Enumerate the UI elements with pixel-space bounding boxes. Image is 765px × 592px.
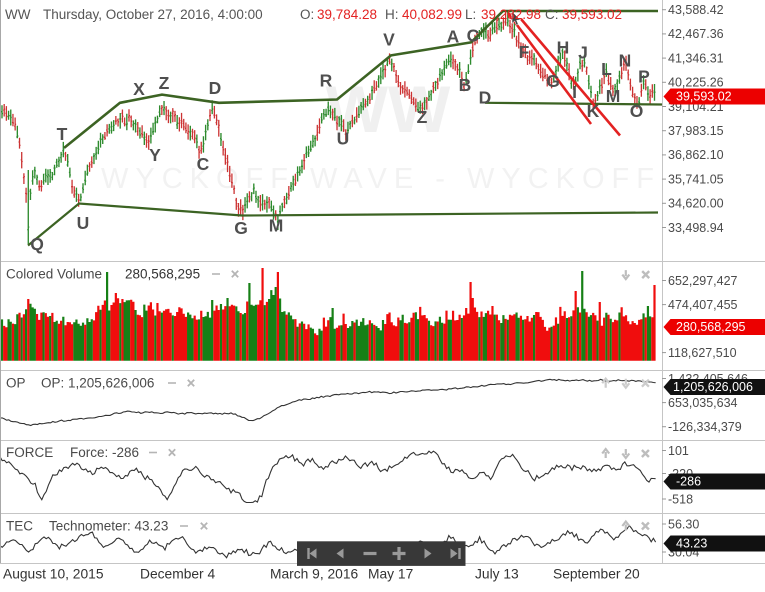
- svg-text:42,467.36: 42,467.36: [668, 27, 724, 41]
- svg-text:Z: Z: [417, 107, 428, 127]
- svg-text:39,593.02: 39,593.02: [562, 7, 622, 22]
- svg-text:35,741.05: 35,741.05: [668, 172, 724, 186]
- svg-text:39,593.02: 39,593.02: [676, 90, 732, 104]
- svg-text:H: H: [557, 38, 570, 58]
- svg-text:R: R: [320, 71, 333, 91]
- svg-text:653,035,634: 653,035,634: [668, 396, 738, 410]
- svg-text:39,282.98: 39,282.98: [481, 7, 541, 22]
- svg-text:280,568,295: 280,568,295: [676, 320, 746, 334]
- svg-text:N: N: [619, 51, 632, 71]
- svg-text:101: 101: [668, 444, 689, 458]
- svg-text:1,205,626,006: 1,205,626,006: [673, 380, 753, 394]
- svg-text:K: K: [587, 101, 600, 121]
- svg-text:36,862.10: 36,862.10: [668, 148, 724, 162]
- svg-text:WYCKOFF WAVE - WYCKOFF: WYCKOFF WAVE - WYCKOFF: [101, 163, 661, 195]
- svg-text:Q: Q: [30, 234, 44, 254]
- svg-text:M: M: [269, 216, 284, 236]
- svg-text:-286: -286: [676, 475, 701, 489]
- svg-text:OP: OP: [6, 376, 26, 391]
- svg-text:L:: L:: [465, 7, 476, 22]
- svg-text:Thursday, October 27, 2016, 4:: Thursday, October 27, 2016, 4:00:00: [43, 7, 263, 22]
- svg-text:G: G: [546, 71, 560, 91]
- svg-text:F: F: [519, 42, 530, 62]
- svg-text:G: G: [234, 218, 248, 238]
- svg-text:D: D: [209, 78, 222, 98]
- svg-text:Z: Z: [159, 73, 170, 93]
- svg-text:C: C: [467, 26, 480, 46]
- svg-text:J: J: [578, 43, 588, 63]
- svg-text:P: P: [638, 67, 650, 87]
- svg-text:39,784.28: 39,784.28: [317, 7, 377, 22]
- svg-text:Y: Y: [149, 145, 161, 165]
- svg-text:December 4: December 4: [140, 567, 215, 582]
- svg-text:M: M: [606, 86, 621, 106]
- svg-text:474,407,455: 474,407,455: [668, 298, 738, 312]
- svg-text:280,568,295: 280,568,295: [125, 267, 200, 282]
- svg-text:TEC: TEC: [6, 519, 33, 534]
- svg-text:X: X: [133, 79, 145, 99]
- svg-text:B: B: [459, 75, 472, 95]
- svg-text:C:: C:: [545, 7, 559, 22]
- svg-text:O: O: [630, 101, 644, 121]
- svg-text:Force: -286: Force: -286: [70, 445, 139, 460]
- svg-text:May 17: May 17: [368, 567, 413, 582]
- svg-text:-518: -518: [668, 492, 693, 506]
- svg-text:O:: O:: [300, 7, 314, 22]
- svg-text:V: V: [383, 30, 395, 50]
- svg-text:C: C: [197, 154, 210, 174]
- svg-text:U: U: [337, 129, 350, 149]
- svg-text:Colored Volume: Colored Volume: [6, 267, 102, 282]
- svg-text:33,498.94: 33,498.94: [668, 221, 724, 235]
- svg-text:40,225.26: 40,225.26: [668, 76, 724, 90]
- svg-text:118,627,510: 118,627,510: [668, 346, 737, 360]
- svg-text:-126,334,379: -126,334,379: [668, 420, 742, 434]
- svg-text:37,983.15: 37,983.15: [668, 124, 724, 138]
- svg-text:August 10, 2015: August 10, 2015: [3, 567, 104, 582]
- svg-text:I: I: [572, 82, 577, 102]
- svg-text:652,297,427: 652,297,427: [668, 274, 738, 288]
- svg-text:FORCE: FORCE: [6, 445, 53, 460]
- svg-text:T: T: [57, 124, 68, 144]
- svg-text:D: D: [479, 88, 492, 108]
- svg-text:WW: WW: [5, 7, 31, 22]
- svg-text:34,620.00: 34,620.00: [668, 197, 724, 211]
- svg-text:41,346.31: 41,346.31: [668, 51, 724, 65]
- svg-text:L: L: [601, 59, 612, 79]
- svg-text:40,082.99: 40,082.99: [402, 7, 462, 22]
- svg-text:March 9, 2016: March 9, 2016: [270, 567, 359, 582]
- svg-text:43,588.42: 43,588.42: [668, 3, 724, 17]
- svg-text:September 20: September 20: [553, 567, 640, 582]
- svg-text:H:: H:: [385, 7, 399, 22]
- svg-text:OP: 1,205,626,006: OP: 1,205,626,006: [41, 376, 154, 391]
- svg-text:Technometer: 43.23: Technometer: 43.23: [49, 519, 168, 534]
- svg-text:56.30: 56.30: [668, 517, 699, 531]
- svg-text:July 13: July 13: [475, 567, 519, 582]
- svg-text:A: A: [447, 27, 460, 47]
- svg-text:U: U: [77, 213, 90, 233]
- svg-text:43.23: 43.23: [676, 537, 707, 551]
